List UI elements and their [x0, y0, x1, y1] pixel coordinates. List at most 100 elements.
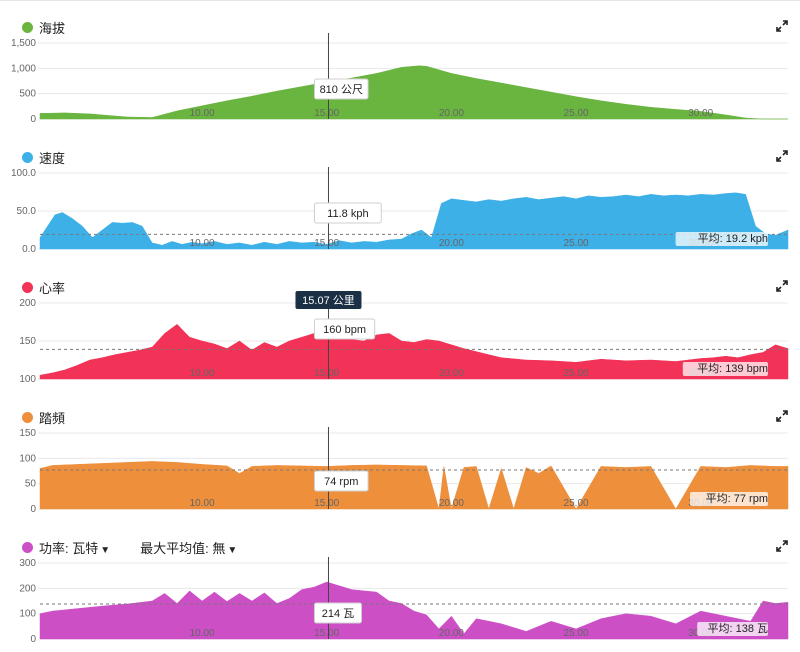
- y-tick-label: 200: [19, 298, 36, 309]
- x-tick-label: 10.00: [190, 498, 215, 509]
- y-tick-label: 0.0: [22, 244, 36, 255]
- value-tooltip-bg: [313, 318, 376, 340]
- expand-icon[interactable]: [776, 280, 788, 292]
- y-tick-label: 200: [19, 583, 36, 594]
- speed-title-text: 速度: [39, 150, 66, 166]
- power-legend-dot: [22, 541, 33, 553]
- speed-series-area: [39, 192, 789, 250]
- x-tick-label: 25.00: [564, 238, 589, 249]
- value-tooltip-bg: [313, 78, 369, 100]
- y-tick-label: 0: [30, 114, 36, 125]
- value-tooltip-bg: [313, 470, 369, 492]
- distance-tooltip-bg: [295, 291, 362, 309]
- expand-icon[interactable]: [776, 540, 788, 552]
- max-avg-text: 最大平均值: 無: [140, 540, 226, 556]
- average-label: 平均: 77 rpm: [706, 492, 768, 505]
- x-tick-label: 20.00: [439, 368, 464, 379]
- top-divider: [0, 0, 800, 1]
- speed-panel: 速度 0.050.0100.010.0015.0020.0025.0030.00…: [0, 147, 800, 257]
- power-title: 功率: 瓦特 ▼ 最大平均值: 無 ▼: [22, 537, 241, 557]
- heartrate-title-text: 心率: [39, 280, 66, 296]
- elevation-title-text: 海拔: [39, 20, 66, 36]
- expand-icon[interactable]: [776, 150, 788, 162]
- average-label-bg: [690, 492, 768, 506]
- elevation-legend-dot: [22, 21, 33, 33]
- y-tick-label: 1,000: [11, 63, 36, 74]
- x-tick-label: 15.00: [314, 628, 339, 639]
- x-tick-label: 25.00: [564, 628, 589, 639]
- value-tooltip-bg: [313, 602, 362, 624]
- x-tick-label: 25.00: [564, 108, 589, 119]
- x-tick-label: 15.00: [314, 498, 339, 509]
- cadence-panel: 踏頻 05010015010.0015.0020.0025.0030.00平均:…: [0, 407, 800, 517]
- average-label-bg: [675, 232, 768, 246]
- y-tick-label: 50: [25, 479, 37, 490]
- y-tick-label: 500: [19, 89, 36, 100]
- cadence-title-text: 踏頻: [39, 410, 66, 426]
- y-tick-label: 150: [19, 428, 36, 439]
- x-tick-label: 15.00: [314, 368, 339, 379]
- x-tick-label: 10.00: [190, 108, 215, 119]
- x-tick-label: 20.00: [439, 498, 464, 509]
- y-tick-label: 100.0: [11, 168, 36, 179]
- elevation-panel: 海拔 0 500 1,000 1,500 10.00 15.00 20.00 25.00 30.…: [0, 17, 800, 127]
- heartrate-legend-dot: [22, 281, 33, 293]
- max-avg-dropdown[interactable]: 最大平均值: 無 ▼: [140, 538, 237, 557]
- average-label-bg: [682, 362, 768, 376]
- chevron-down-icon: ▼: [227, 544, 238, 556]
- y-tick-label: 0: [30, 504, 36, 515]
- x-tick-label: 15.00: [314, 108, 339, 119]
- y-tick-label: 0: [30, 634, 36, 645]
- y-tick-label: 100: [19, 453, 36, 464]
- x-tick-label: 20.00: [439, 238, 464, 249]
- average-label: 平均: 19.2 kph: [698, 232, 768, 245]
- value-tooltip: 160 bpm: [323, 324, 366, 336]
- value-tooltip: 11.8 kph: [327, 208, 368, 220]
- value-tooltip: 74 rpm: [324, 476, 358, 488]
- x-tick-label: 25.00: [564, 498, 589, 509]
- heartrate-series-area: [39, 323, 789, 380]
- value-tooltip: 214 瓦: [322, 608, 354, 620]
- speed-legend-dot: [22, 151, 33, 163]
- power-series-area: [39, 581, 789, 640]
- x-tick-label: 15.00: [314, 238, 339, 249]
- value-tooltip-bg: [313, 202, 382, 224]
- elevation-chart[interactable]: 0 500 1,000 1,500 10.00 15.00 20.00 25.00 30.00 8…: [0, 33, 800, 132]
- power-title-text: 功率: 瓦特: [39, 540, 99, 556]
- x-tick-label: 10.00: [190, 238, 215, 249]
- distance-tooltip: 15.07 公里: [302, 294, 355, 307]
- x-tick-label: 30.00: [688, 108, 713, 119]
- y-tick-label: 100: [19, 609, 36, 620]
- x-tick-label: 20.00: [439, 628, 464, 639]
- expand-icon[interactable]: [776, 20, 788, 32]
- heartrate-panel: 心率 10015020010.0015.0020.0025.0030.00平均:…: [0, 277, 800, 387]
- y-tick-label: 300: [19, 558, 36, 569]
- average-label: 平均: 138 瓦: [707, 622, 768, 635]
- y-tick-label: 100: [19, 374, 36, 385]
- y-tick-label: 150: [19, 336, 36, 347]
- x-tick-label: 10.00: [190, 368, 215, 379]
- x-tick-label: 10.00: [190, 628, 215, 639]
- heartrate-title: 心率: [22, 277, 69, 297]
- expand-icon[interactable]: [776, 410, 788, 422]
- y-tick-label: 50.0: [17, 206, 37, 217]
- cadence-title: 踏頻: [22, 407, 69, 427]
- average-label: 平均: 139 bpm: [697, 362, 768, 375]
- x-tick-label: 25.00: [564, 368, 589, 379]
- speed-title: 速度: [22, 147, 69, 167]
- x-tick-label: 20.00: [439, 108, 464, 119]
- elevation-series-area: [39, 65, 788, 120]
- chevron-down-icon: ▼: [100, 544, 111, 556]
- average-label-bg: [697, 622, 768, 636]
- speed-chart[interactable]: 0.050.0100.010.0015.0020.0025.0030.00平均:…: [0, 167, 800, 262]
- power-panel: 功率: 瓦特 ▼ 最大平均值: 無 ▼ 0 100 200 300 10.00 15.00 20…: [0, 537, 800, 651]
- elevation-title: 海拔: [22, 17, 69, 37]
- y-tick-label: 1,500: [11, 38, 36, 49]
- cadence-series-area: [39, 461, 789, 510]
- power-unit-dropdown[interactable]: 功率: 瓦特 ▼: [39, 538, 136, 557]
- cadence-legend-dot: [22, 411, 33, 423]
- value-tooltip: 810 公尺: [320, 84, 363, 96]
